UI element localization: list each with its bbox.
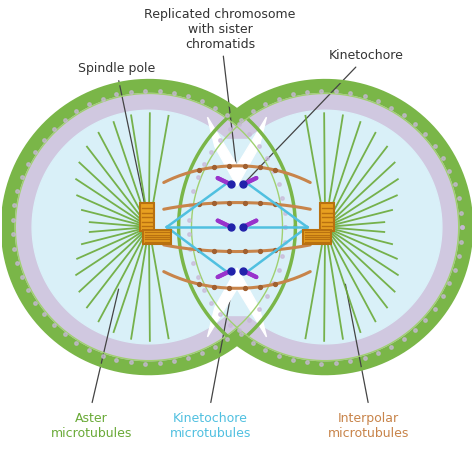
Polygon shape <box>191 93 459 361</box>
Text: Interpolar
microtubules: Interpolar microtubules <box>328 412 410 440</box>
Text: Kinetochore
microtubules: Kinetochore microtubules <box>170 412 251 440</box>
Polygon shape <box>143 230 171 244</box>
Polygon shape <box>208 268 266 337</box>
Text: Spindle pole: Spindle pole <box>78 62 155 212</box>
Text: Replicated chromosome
with sister
chromatids: Replicated chromosome with sister chroma… <box>145 8 296 170</box>
Polygon shape <box>179 80 472 374</box>
Polygon shape <box>208 110 442 344</box>
Polygon shape <box>208 117 266 186</box>
Polygon shape <box>303 230 331 244</box>
Polygon shape <box>149 139 325 315</box>
Polygon shape <box>154 140 320 315</box>
Text: Aster
microtubules: Aster microtubules <box>51 412 132 440</box>
Polygon shape <box>2 80 295 374</box>
Polygon shape <box>320 203 334 231</box>
Polygon shape <box>15 93 283 361</box>
Polygon shape <box>32 110 266 344</box>
Polygon shape <box>140 203 154 231</box>
Text: Kinetochore: Kinetochore <box>245 49 404 182</box>
